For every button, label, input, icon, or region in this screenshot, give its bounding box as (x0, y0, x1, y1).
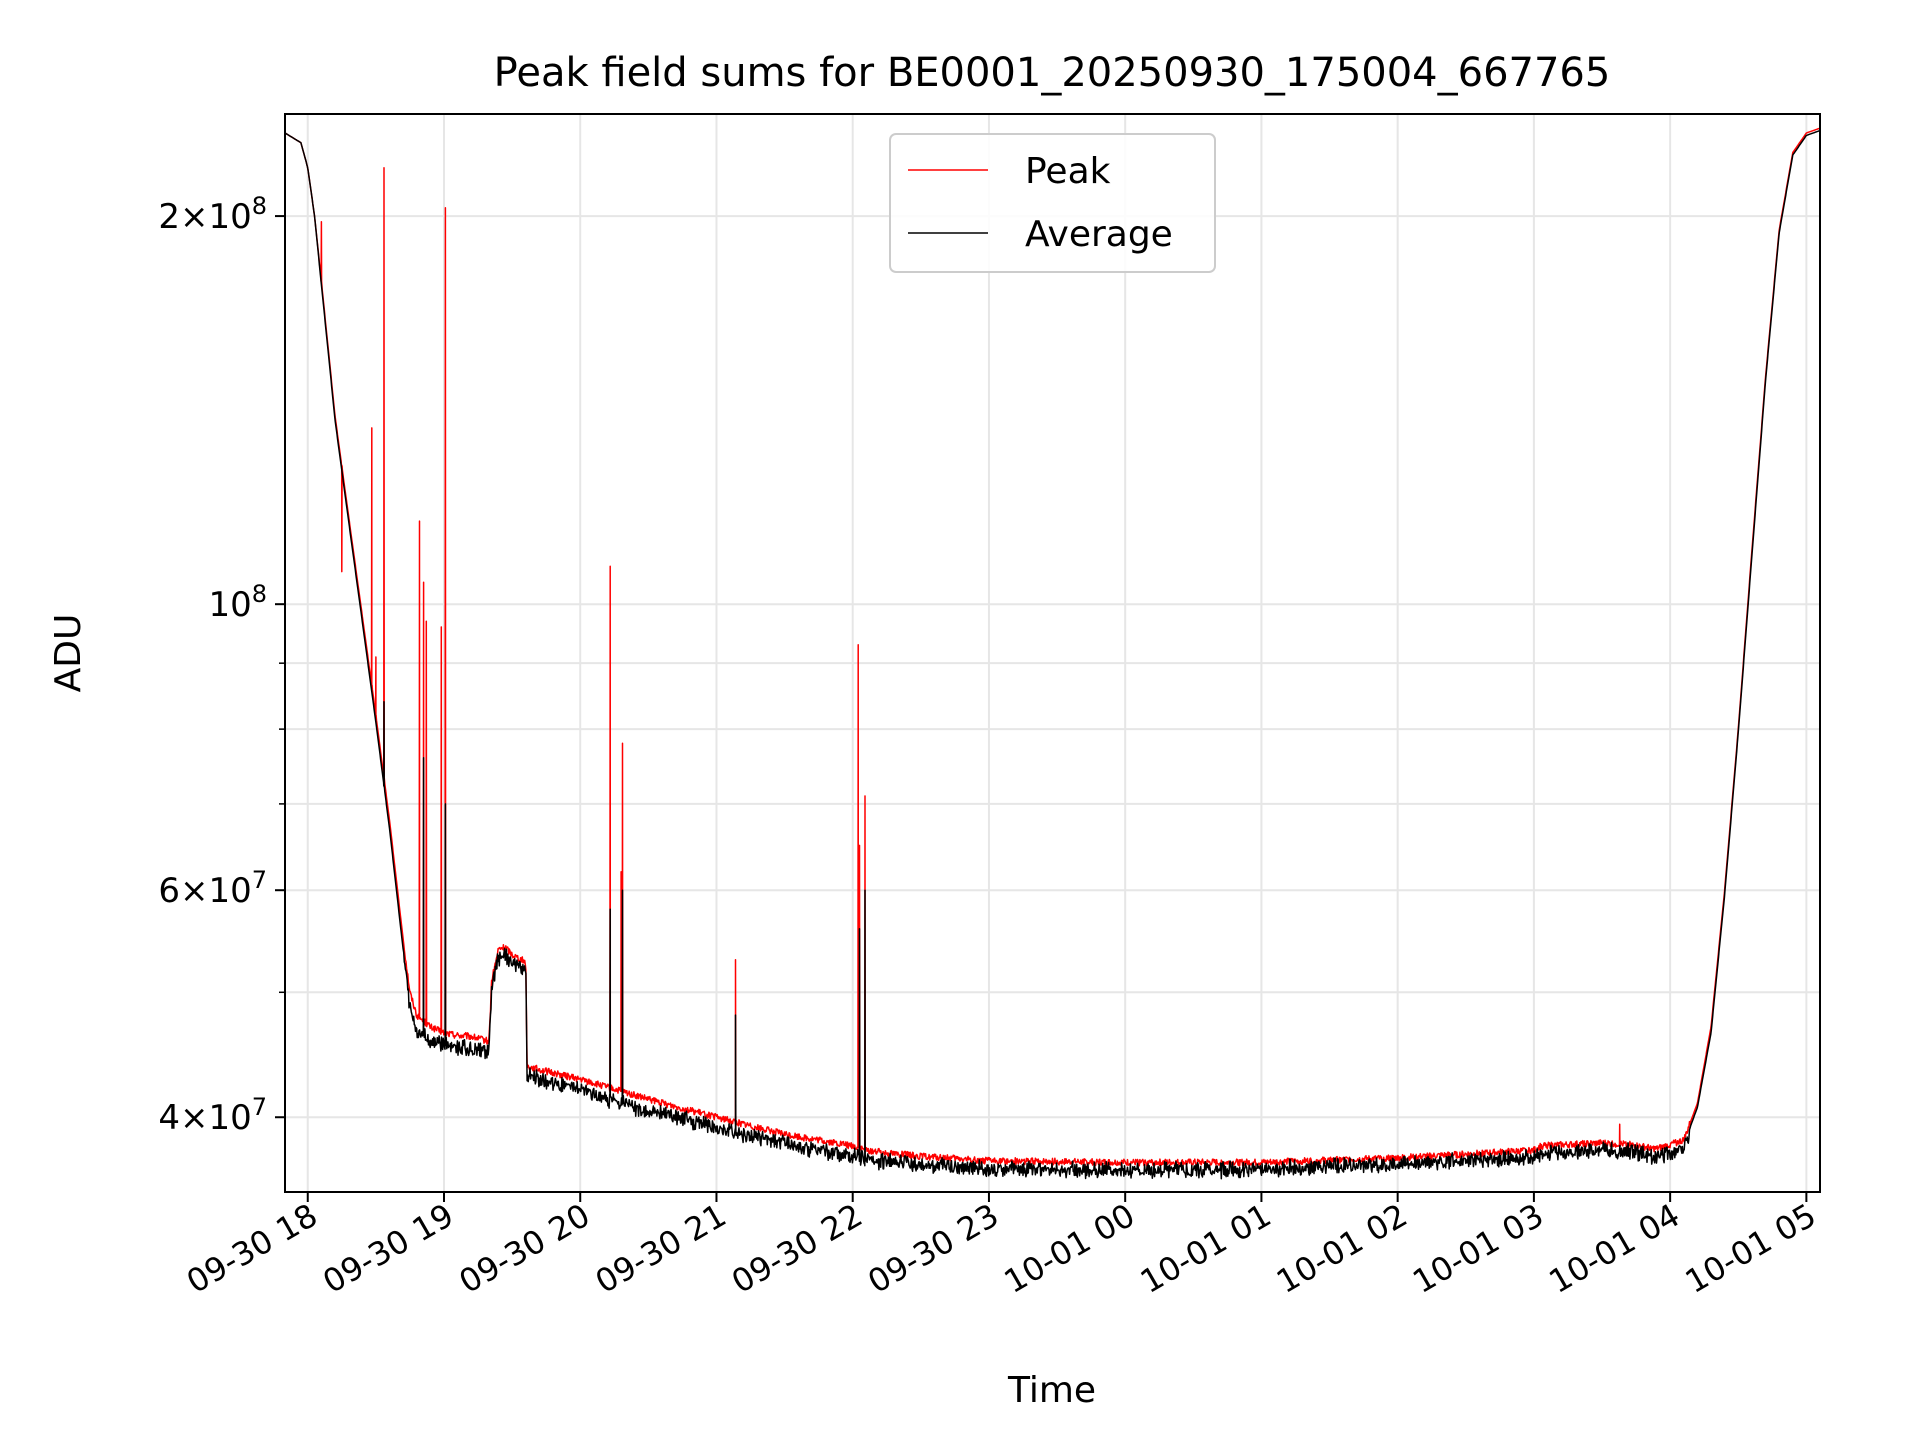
series-line-peak (284, 127, 1821, 1167)
series-layer (284, 127, 1821, 1180)
y-tick-label: 108 (208, 580, 267, 625)
plot-frame (284, 113, 1821, 1193)
legend-label-average: Average (1025, 214, 1173, 255)
y-tick-label: 2×108 (158, 192, 267, 237)
legend: Peak Average (889, 133, 1216, 273)
y-axis-label: ADU (48, 614, 89, 693)
x-axis-label: Time (1007, 1370, 1096, 1411)
y-tick-label: 4×107 (158, 1093, 267, 1138)
grid (285, 114, 1820, 1192)
series-line-average (284, 129, 1821, 1180)
legend-label-peak: Peak (1025, 151, 1111, 192)
y-axis: 4×107 6×107 108 2×108 (158, 192, 285, 1138)
y-tick-label: 6×107 (158, 866, 267, 911)
legend-box (889, 133, 1216, 273)
chart-title: Peak field sums for BE0001_20250930_1750… (494, 50, 1611, 96)
